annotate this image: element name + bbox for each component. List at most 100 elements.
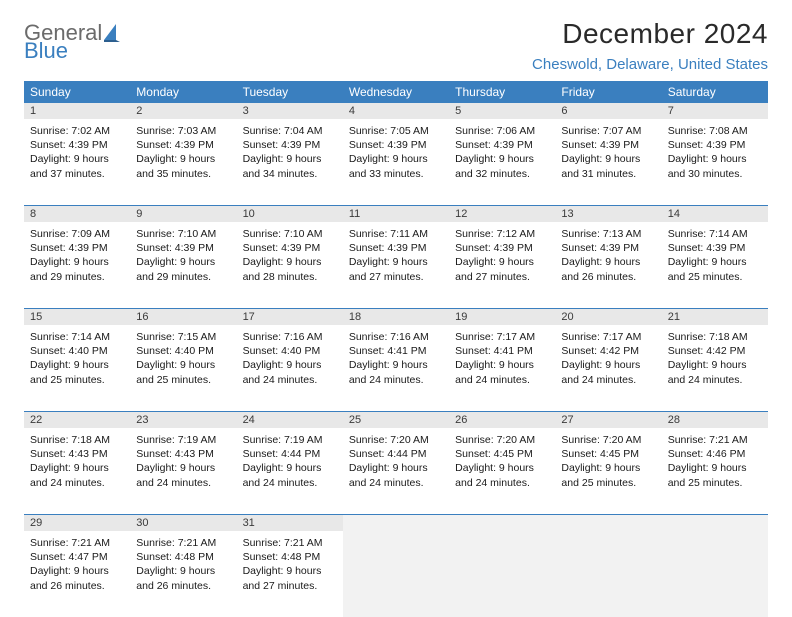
daylight-text: Daylight: 9 hours and 27 minutes. [243,564,337,592]
daylight-text: Daylight: 9 hours and 24 minutes. [30,461,124,489]
day-number: 14 [662,206,768,222]
calendar-grid: Sunday Monday Tuesday Wednesday Thursday… [24,81,768,617]
day-cell: Sunrise: 7:17 AMSunset: 4:42 PMDaylight:… [555,325,661,411]
sunset-text: Sunset: 4:40 PM [30,344,124,358]
daylight-text: Daylight: 9 hours and 25 minutes. [668,255,762,283]
day-number: 31 [237,515,343,531]
day-cell: Sunrise: 7:18 AMSunset: 4:43 PMDaylight:… [24,428,130,514]
sunset-text: Sunset: 4:39 PM [455,241,549,255]
sunset-text: Sunset: 4:39 PM [561,241,655,255]
day-number-row: 891011121314 [24,206,768,222]
day-info: Sunrise: 7:06 AMSunset: 4:39 PMDaylight:… [455,122,549,181]
week-row: Sunrise: 7:14 AMSunset: 4:40 PMDaylight:… [24,325,768,412]
day-info: Sunrise: 7:14 AMSunset: 4:39 PMDaylight:… [668,225,762,284]
daylight-text: Daylight: 9 hours and 24 minutes. [455,358,549,386]
sunrise-text: Sunrise: 7:12 AM [455,227,549,241]
day-info: Sunrise: 7:17 AMSunset: 4:42 PMDaylight:… [561,328,655,387]
sunset-text: Sunset: 4:42 PM [668,344,762,358]
sunrise-text: Sunrise: 7:19 AM [243,433,337,447]
sunrise-text: Sunrise: 7:16 AM [349,330,443,344]
daylight-text: Daylight: 9 hours and 37 minutes. [30,152,124,180]
sail-icon [102,22,122,44]
weekday-header: Tuesday [237,81,343,103]
week-row: Sunrise: 7:18 AMSunset: 4:43 PMDaylight:… [24,428,768,515]
weekday-header: Wednesday [343,81,449,103]
day-info: Sunrise: 7:11 AMSunset: 4:39 PMDaylight:… [349,225,443,284]
day-info: Sunrise: 7:12 AMSunset: 4:39 PMDaylight:… [455,225,549,284]
day-cell: Sunrise: 7:19 AMSunset: 4:44 PMDaylight:… [237,428,343,514]
logo: General Blue [24,18,122,62]
day-cell: Sunrise: 7:12 AMSunset: 4:39 PMDaylight:… [449,222,555,308]
sunset-text: Sunset: 4:47 PM [30,550,124,564]
day-info: Sunrise: 7:20 AMSunset: 4:45 PMDaylight:… [561,431,655,490]
day-info: Sunrise: 7:17 AMSunset: 4:41 PMDaylight:… [455,328,549,387]
day-number: 27 [555,412,661,428]
day-cell: Sunrise: 7:08 AMSunset: 4:39 PMDaylight:… [662,119,768,205]
sunrise-text: Sunrise: 7:18 AM [30,433,124,447]
day-number: 22 [24,412,130,428]
empty-day-cell [449,531,555,617]
daylight-text: Daylight: 9 hours and 24 minutes. [349,461,443,489]
day-cell: Sunrise: 7:14 AMSunset: 4:39 PMDaylight:… [662,222,768,308]
sunrise-text: Sunrise: 7:21 AM [243,536,337,550]
calendar-page: General Blue December 2024 Cheswold, Del… [0,0,792,617]
day-number [555,515,661,531]
sunrise-text: Sunrise: 7:04 AM [243,124,337,138]
sunrise-text: Sunrise: 7:15 AM [136,330,230,344]
day-cell: Sunrise: 7:21 AMSunset: 4:46 PMDaylight:… [662,428,768,514]
day-cell: Sunrise: 7:21 AMSunset: 4:48 PMDaylight:… [237,531,343,617]
day-cell: Sunrise: 7:21 AMSunset: 4:47 PMDaylight:… [24,531,130,617]
day-number: 10 [237,206,343,222]
day-info: Sunrise: 7:18 AMSunset: 4:42 PMDaylight:… [668,328,762,387]
day-number: 2 [130,103,236,119]
day-cell: Sunrise: 7:10 AMSunset: 4:39 PMDaylight:… [237,222,343,308]
day-number-row: 293031 [24,515,768,531]
day-number [449,515,555,531]
day-number: 15 [24,309,130,325]
week-row: Sunrise: 7:21 AMSunset: 4:47 PMDaylight:… [24,531,768,617]
day-number: 17 [237,309,343,325]
sunset-text: Sunset: 4:39 PM [243,241,337,255]
day-info: Sunrise: 7:10 AMSunset: 4:39 PMDaylight:… [243,225,337,284]
day-info: Sunrise: 7:16 AMSunset: 4:40 PMDaylight:… [243,328,337,387]
sunrise-text: Sunrise: 7:13 AM [561,227,655,241]
sunrise-text: Sunrise: 7:07 AM [561,124,655,138]
sunset-text: Sunset: 4:43 PM [30,447,124,461]
daylight-text: Daylight: 9 hours and 25 minutes. [668,461,762,489]
day-number: 24 [237,412,343,428]
sunset-text: Sunset: 4:40 PM [136,344,230,358]
day-cell: Sunrise: 7:11 AMSunset: 4:39 PMDaylight:… [343,222,449,308]
daylight-text: Daylight: 9 hours and 34 minutes. [243,152,337,180]
day-info: Sunrise: 7:21 AMSunset: 4:48 PMDaylight:… [243,534,337,593]
day-cell: Sunrise: 7:14 AMSunset: 4:40 PMDaylight:… [24,325,130,411]
empty-day-cell [662,531,768,617]
sunrise-text: Sunrise: 7:18 AM [668,330,762,344]
title-block: December 2024 Cheswold, Delaware, United… [532,18,768,73]
weekday-header: Thursday [449,81,555,103]
day-cell: Sunrise: 7:17 AMSunset: 4:41 PMDaylight:… [449,325,555,411]
sunset-text: Sunset: 4:43 PM [136,447,230,461]
location-subtitle: Cheswold, Delaware, United States [532,56,768,73]
daylight-text: Daylight: 9 hours and 27 minutes. [455,255,549,283]
day-info: Sunrise: 7:03 AMSunset: 4:39 PMDaylight:… [136,122,230,181]
day-number: 21 [662,309,768,325]
day-number: 4 [343,103,449,119]
day-cell: Sunrise: 7:19 AMSunset: 4:43 PMDaylight:… [130,428,236,514]
sunrise-text: Sunrise: 7:02 AM [30,124,124,138]
day-number: 3 [237,103,343,119]
day-info: Sunrise: 7:05 AMSunset: 4:39 PMDaylight:… [349,122,443,181]
day-info: Sunrise: 7:18 AMSunset: 4:43 PMDaylight:… [30,431,124,490]
sunrise-text: Sunrise: 7:21 AM [30,536,124,550]
daylight-text: Daylight: 9 hours and 24 minutes. [668,358,762,386]
weekday-header: Sunday [24,81,130,103]
daylight-text: Daylight: 9 hours and 25 minutes. [561,461,655,489]
daylight-text: Daylight: 9 hours and 32 minutes. [455,152,549,180]
sunrise-text: Sunrise: 7:11 AM [349,227,443,241]
daylight-text: Daylight: 9 hours and 24 minutes. [349,358,443,386]
day-number: 11 [343,206,449,222]
sunset-text: Sunset: 4:39 PM [561,138,655,152]
day-info: Sunrise: 7:02 AMSunset: 4:39 PMDaylight:… [30,122,124,181]
sunrise-text: Sunrise: 7:08 AM [668,124,762,138]
sunset-text: Sunset: 4:48 PM [243,550,337,564]
sunset-text: Sunset: 4:40 PM [243,344,337,358]
